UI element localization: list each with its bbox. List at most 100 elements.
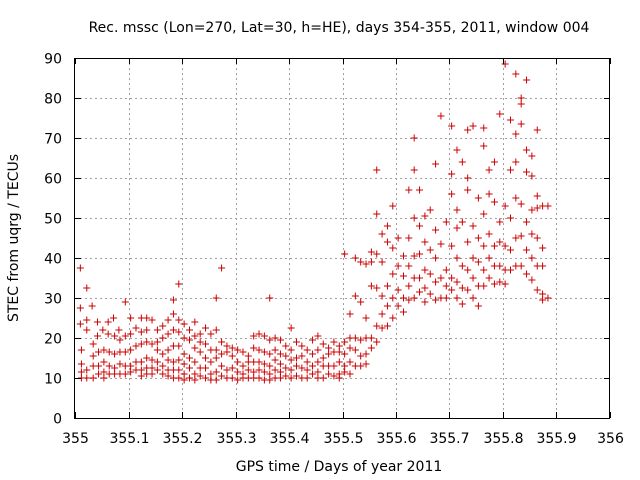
data-point [399,252,407,260]
data-point [298,342,306,350]
data-point [405,296,413,304]
data-point [207,358,215,366]
data-point [330,372,338,380]
x-tick-label: 355.7 [429,431,469,447]
data-point [153,326,161,334]
data-point [512,70,520,78]
data-point [191,344,199,352]
data-point [367,344,375,352]
data-point [100,374,108,382]
data-point [373,338,381,346]
data-point [512,194,520,202]
data-point [89,352,97,360]
grid-lines [75,58,610,418]
data-point [196,338,204,346]
data-point [115,326,123,334]
data-point [512,130,520,138]
data-point [496,238,504,246]
data-point [298,364,306,372]
x-tick-label: 355.6 [376,431,416,447]
data-point [159,350,167,358]
data-point [448,190,456,198]
data-point [416,222,424,230]
data-point [127,368,135,376]
data-point [202,374,210,382]
data-point [539,296,547,304]
data-point [421,238,429,246]
data-point [76,264,84,272]
data-point [191,332,199,340]
data-point [287,374,295,382]
plot-frame [74,58,610,419]
data-point [228,364,236,372]
x-tick-label: 355.2 [162,431,202,447]
data-point [523,146,531,154]
data-point [351,292,359,300]
data-point [99,326,107,334]
data-point [528,172,536,180]
data-point [121,298,129,306]
data-point [373,250,381,258]
data-point [196,372,204,380]
data-point [159,322,167,330]
data-point [341,350,349,358]
data-point [95,348,103,356]
data-point [185,326,193,334]
data-point [517,120,525,128]
data-point [175,280,183,288]
data-point [341,250,349,258]
data-point [309,362,317,370]
data-point [474,302,482,310]
data-point [367,282,375,290]
data-point [448,286,456,294]
data-point [260,332,268,340]
data-point [458,158,466,166]
data-point [121,332,129,340]
data-point [512,158,520,166]
data-point [523,168,531,176]
data-point [410,294,418,302]
data-point [77,360,85,368]
data-point [292,362,300,370]
data-point [410,214,418,222]
data-point [137,372,145,380]
data-point [432,296,440,304]
data-point [362,260,370,268]
data-point [127,314,135,322]
data-point [196,330,204,338]
data-point [464,126,472,134]
data-point [367,334,375,342]
data-point [362,350,370,358]
data-point [432,160,440,168]
data-point [260,360,268,368]
data-point [153,366,161,374]
data-point [378,324,386,332]
data-point [469,122,477,130]
data-point [453,146,461,154]
data-point [228,344,236,352]
data-point [501,280,509,288]
data-point [421,266,429,274]
y-tick-label: 90 [44,52,62,68]
data-point [255,330,263,338]
data-point [309,370,317,378]
data-point [330,338,338,346]
data-point [485,190,493,198]
data-point [77,346,85,354]
data-point [314,332,322,340]
data-point [346,358,354,366]
data-point [448,170,456,178]
data-point [271,334,279,342]
data-point [506,116,514,124]
data-point [373,322,381,330]
data-point [185,354,193,362]
data-point [180,376,188,384]
data-point [458,300,466,308]
data-point [148,316,156,324]
data-point [276,336,284,344]
data-point [83,366,91,374]
data-point [480,210,488,218]
data-point [303,374,311,382]
data-point [399,272,407,280]
data-point [121,348,129,356]
